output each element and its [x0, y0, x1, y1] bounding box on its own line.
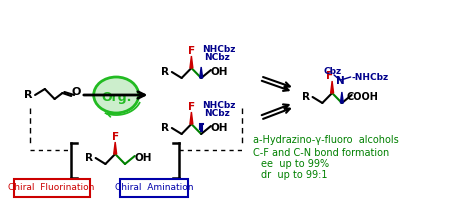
- Text: R: R: [24, 90, 33, 100]
- Polygon shape: [331, 81, 333, 93]
- Polygon shape: [199, 67, 203, 78]
- Text: Org.: Org.: [101, 90, 131, 104]
- Text: F: F: [188, 46, 195, 56]
- Text: F: F: [188, 102, 195, 112]
- Text: OH: OH: [211, 67, 228, 77]
- Text: Cbz: Cbz: [323, 68, 341, 76]
- Text: R: R: [302, 92, 310, 102]
- FancyBboxPatch shape: [13, 179, 90, 197]
- Text: Chiral  Fluorination: Chiral Fluorination: [8, 184, 95, 192]
- Polygon shape: [190, 56, 193, 68]
- Text: F: F: [112, 132, 119, 142]
- Text: R: R: [161, 67, 169, 77]
- Text: COOH: COOH: [346, 92, 379, 102]
- Text: ee  up to 99%: ee up to 99%: [261, 159, 329, 169]
- Text: N: N: [336, 76, 344, 86]
- Text: dr  up to 99:1: dr up to 99:1: [261, 170, 327, 180]
- Text: O: O: [72, 87, 81, 97]
- Polygon shape: [114, 142, 117, 154]
- Text: C-F and C-N bond formation: C-F and C-N bond formation: [253, 148, 389, 158]
- Text: Chiral  Amination: Chiral Amination: [115, 184, 193, 192]
- Polygon shape: [190, 112, 193, 124]
- Text: NHCbz: NHCbz: [202, 45, 236, 53]
- Text: -NHCbz: -NHCbz: [352, 73, 389, 82]
- Text: F: F: [326, 71, 333, 81]
- Text: NCbz: NCbz: [204, 53, 230, 62]
- FancyBboxPatch shape: [120, 179, 188, 197]
- Text: OH: OH: [135, 153, 152, 163]
- Text: OH: OH: [211, 123, 228, 133]
- Ellipse shape: [93, 77, 139, 113]
- Text: R: R: [161, 123, 169, 133]
- Text: R: R: [85, 153, 93, 163]
- Polygon shape: [340, 92, 343, 103]
- Text: NCbz: NCbz: [204, 110, 230, 118]
- Text: NHCbz: NHCbz: [202, 100, 236, 110]
- Text: a-Hydrazino-γ-fluoro  alcohols: a-Hydrazino-γ-fluoro alcohols: [253, 135, 399, 145]
